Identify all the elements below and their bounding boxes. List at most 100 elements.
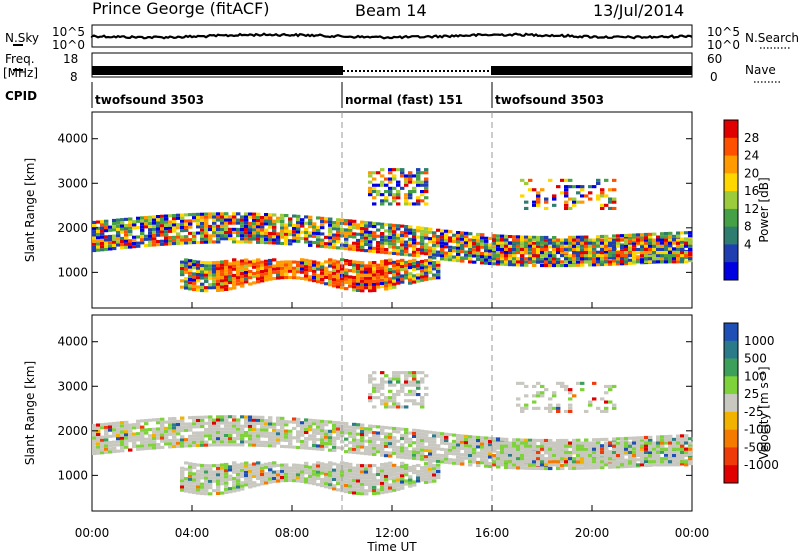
echo-cell [252, 237, 257, 241]
echo-cell [360, 426, 365, 430]
echo-cell [444, 257, 449, 261]
x-tick-label: 16:00 [475, 526, 510, 540]
echo-cell [92, 448, 97, 452]
echo-cell [212, 224, 217, 228]
echo-cell [532, 200, 537, 204]
echo-cell [200, 421, 205, 425]
echo-cell [684, 454, 689, 458]
echo-cell [404, 431, 409, 435]
echo-cell [272, 219, 277, 223]
echo-cell [584, 409, 589, 413]
echo-cell [96, 248, 101, 252]
echo-cell [516, 450, 521, 454]
echo-cell [116, 427, 121, 431]
echo-cell [356, 226, 361, 230]
echo-cell [104, 235, 109, 239]
echo-cell [144, 419, 149, 423]
echo-cell [400, 405, 405, 409]
echo-cell [272, 264, 277, 268]
echo-cell [500, 460, 505, 464]
echo-cell [604, 253, 609, 257]
echo-cell [276, 273, 281, 277]
echo-cell [664, 435, 669, 439]
echo-cell [412, 453, 417, 457]
echo-cell [400, 483, 405, 487]
echo-cell [152, 240, 157, 244]
echo-cell [320, 484, 325, 488]
echo-cell [392, 186, 397, 190]
echo-cell [212, 464, 217, 468]
echo-cell [368, 186, 373, 190]
echo-cell [424, 433, 429, 437]
echo-cell [424, 271, 429, 275]
echo-cell [596, 263, 601, 267]
echo-cell [164, 233, 169, 237]
echo-cell [632, 436, 637, 440]
echo-cell [308, 437, 313, 441]
echo-cell [228, 268, 233, 272]
echo-cell [232, 215, 237, 219]
echo-cell [168, 242, 173, 246]
echo-cell [224, 433, 229, 437]
echo-cell [608, 262, 613, 266]
echo-cell [424, 430, 429, 434]
echo-cell [384, 284, 389, 288]
echo-cell [384, 268, 389, 272]
echo-cell [672, 260, 677, 264]
echo-cell [292, 476, 297, 480]
echo-cell [660, 251, 665, 255]
echo-cell [236, 273, 241, 277]
echo-cell [356, 288, 361, 292]
echo-cell [508, 247, 513, 251]
echo-cell [336, 478, 341, 482]
echo-cell [176, 241, 181, 245]
echo-cell [268, 461, 273, 465]
echo-cell [216, 237, 221, 241]
echo-cell [524, 257, 529, 261]
echo-cell [668, 460, 673, 464]
echo-cell [440, 435, 445, 439]
echo-cell [332, 271, 337, 275]
echo-cell [316, 422, 321, 426]
echo-cell [332, 471, 337, 475]
echo-cell [576, 444, 581, 448]
echo-cell [276, 260, 281, 264]
echo-cell [564, 457, 569, 461]
echo-cell [224, 224, 229, 228]
echo-cell [484, 436, 489, 440]
echo-cell [504, 244, 509, 248]
echo-cell [108, 444, 113, 448]
echo-cell [300, 430, 305, 434]
echo-cell [252, 474, 257, 478]
echo-cell [256, 264, 261, 268]
echo-cell [412, 238, 417, 242]
echo-cell [588, 450, 593, 454]
echo-cell [640, 254, 645, 258]
echo-cell [556, 467, 561, 471]
echo-cell [212, 440, 217, 444]
echo-cell [184, 261, 189, 265]
echo-cell [136, 226, 141, 230]
echo-cell [552, 264, 557, 268]
echo-cell [392, 473, 397, 477]
echo-cell [232, 227, 237, 231]
echo-cell [380, 402, 385, 406]
echo-cell [432, 453, 437, 457]
echo-cell [624, 444, 629, 448]
echo-cell [676, 434, 681, 438]
echo-cell [660, 238, 665, 242]
echo-cell [552, 257, 557, 261]
echo-cell [680, 460, 685, 464]
echo-cell [688, 447, 693, 451]
echo-cell [364, 433, 369, 437]
echo-cell [636, 238, 641, 242]
echo-cell [304, 446, 309, 450]
echo-cell [508, 254, 513, 258]
echo-cell [408, 465, 413, 469]
echo-cell [204, 276, 209, 280]
echo-cell [92, 452, 97, 456]
echo-cell [212, 279, 217, 283]
echo-cell [144, 234, 149, 238]
echo-cell [372, 473, 377, 477]
echo-cell [388, 435, 393, 439]
